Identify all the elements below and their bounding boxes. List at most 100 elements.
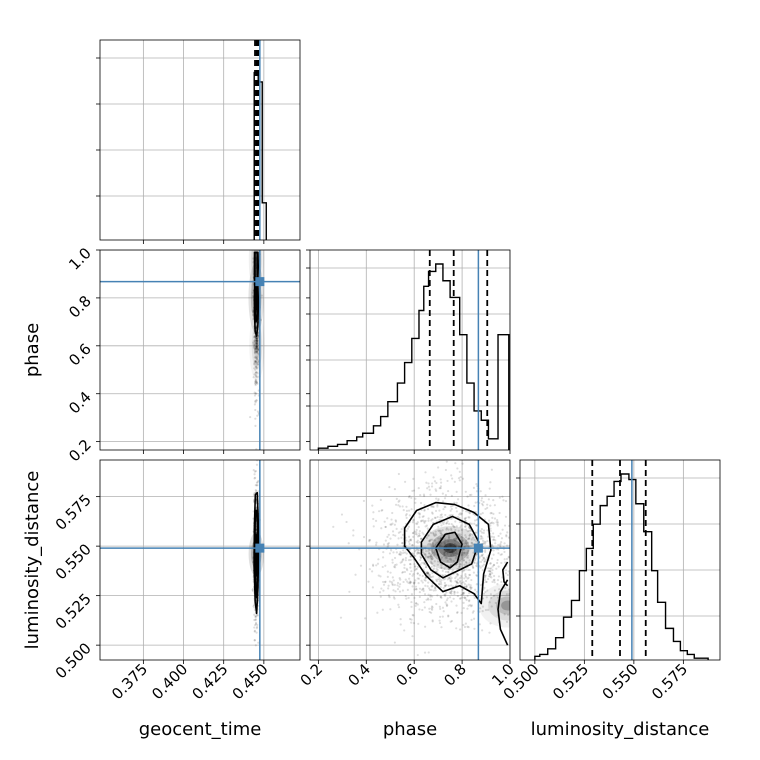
sample-point <box>394 534 397 537</box>
sample-point <box>492 522 495 525</box>
sample-point <box>402 509 405 512</box>
sample-point <box>462 539 465 542</box>
sample-point <box>445 460 448 463</box>
sample-point <box>417 526 420 529</box>
sample-point <box>439 516 442 519</box>
sample-point <box>514 562 516 564</box>
sample-point <box>402 551 405 554</box>
sample-point <box>421 548 424 552</box>
sample-point <box>490 468 493 471</box>
sample-point <box>424 553 427 557</box>
sample-point <box>420 537 423 540</box>
sample-point <box>255 342 258 345</box>
sample-point <box>449 550 452 554</box>
sample-point <box>490 605 493 608</box>
sample-point <box>479 490 482 493</box>
sample-point <box>434 516 437 520</box>
sample-point <box>437 466 440 469</box>
sample-point <box>468 511 472 514</box>
histogram-step-luminosity_distance <box>534 473 709 660</box>
sample-point <box>409 555 413 558</box>
sample-point <box>418 552 421 555</box>
sample-point <box>430 607 433 610</box>
sample-point <box>474 523 478 527</box>
x-tick-label-geocent_time: 0.375 <box>108 660 151 703</box>
sample-point <box>438 487 441 490</box>
sample-point <box>490 511 493 515</box>
sample-point <box>444 593 447 596</box>
sample-point <box>443 497 447 500</box>
sample-point <box>412 477 415 480</box>
sample-point <box>412 614 415 617</box>
sample-point <box>416 521 419 524</box>
sample-point <box>453 592 456 595</box>
sample-point <box>382 583 386 586</box>
sample-point <box>505 535 508 538</box>
sample-point <box>372 525 375 528</box>
sample-point <box>481 629 484 632</box>
sample-point <box>256 410 260 413</box>
sample-point <box>426 507 430 511</box>
sample-point <box>412 581 415 584</box>
sample-point <box>256 337 259 340</box>
sample-point <box>497 534 500 538</box>
sample-point <box>463 551 466 554</box>
sample-point <box>473 627 476 630</box>
sample-point <box>480 531 484 534</box>
sample-point <box>428 573 431 576</box>
sample-point <box>256 348 260 351</box>
sample-point <box>434 488 437 491</box>
sample-point <box>359 564 363 567</box>
sample-point <box>463 563 466 566</box>
sample-point <box>427 517 430 520</box>
sample-point <box>541 595 543 597</box>
sample-point <box>468 456 470 458</box>
sample-point <box>446 557 449 560</box>
sample-point <box>426 527 429 530</box>
y-tick-label-phase: 0.8 <box>65 292 95 322</box>
sample-point <box>535 560 537 562</box>
sample-point <box>391 530 395 533</box>
density-fill <box>255 337 259 354</box>
sample-point <box>451 550 454 553</box>
sample-point <box>454 520 457 523</box>
sample-point <box>448 591 451 594</box>
sample-point <box>443 567 446 570</box>
sample-point <box>434 543 437 546</box>
sample-point <box>386 517 389 520</box>
sample-point <box>430 575 433 579</box>
sample-point <box>432 567 436 570</box>
sample-point <box>255 350 259 353</box>
sample-point <box>462 548 465 551</box>
sample-point <box>430 611 433 614</box>
contour-line <box>497 579 509 646</box>
sample-point <box>438 580 441 583</box>
sample-point <box>486 608 490 611</box>
sample-point <box>483 578 486 582</box>
sample-point <box>422 533 425 536</box>
sample-point <box>492 574 496 578</box>
sample-point <box>418 534 421 537</box>
sample-point <box>460 551 464 555</box>
sample-point <box>427 555 430 558</box>
sample-point <box>254 392 257 395</box>
sample-point <box>497 543 500 546</box>
sample-point <box>255 363 258 366</box>
sample-point <box>478 623 481 626</box>
sample-point <box>489 573 492 576</box>
sample-point <box>464 552 467 555</box>
sample-point <box>425 481 428 484</box>
sample-point <box>459 563 462 566</box>
sample-point <box>255 489 258 493</box>
sample-point <box>401 542 404 545</box>
panel-luminosity_distance_vs_geocent_time <box>100 460 300 660</box>
sample-point <box>468 537 471 540</box>
sample-point <box>445 604 448 608</box>
sample-point <box>453 538 456 541</box>
sample-point <box>461 591 464 594</box>
density-fill <box>501 600 510 611</box>
sample-point <box>467 576 470 579</box>
sample-point <box>450 550 454 554</box>
sample-point <box>255 399 258 402</box>
sample-point <box>423 504 426 507</box>
